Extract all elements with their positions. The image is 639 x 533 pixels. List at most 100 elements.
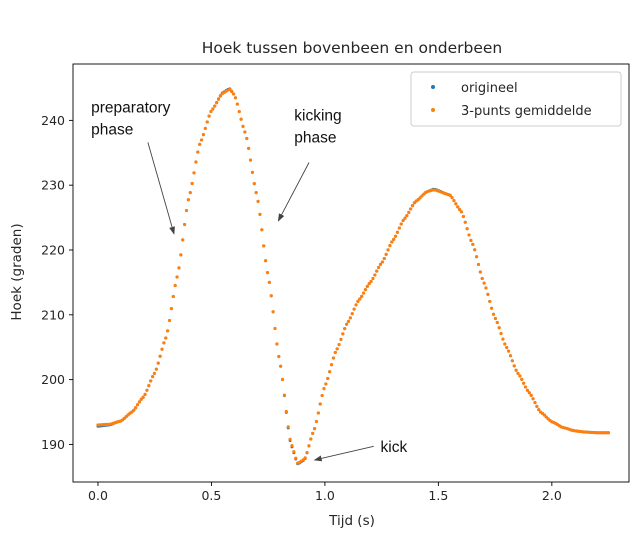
data-point bbox=[397, 226, 401, 230]
annotation-kicking: kicking phase bbox=[277, 107, 342, 222]
data-point bbox=[271, 310, 275, 314]
data-point bbox=[288, 437, 292, 441]
annotation-text: phase bbox=[294, 129, 336, 146]
data-point bbox=[230, 90, 234, 94]
data-point bbox=[267, 280, 271, 284]
data-point bbox=[190, 181, 194, 186]
data-point bbox=[286, 425, 290, 429]
data-point bbox=[495, 320, 499, 325]
data-point bbox=[522, 381, 526, 385]
data-point bbox=[179, 253, 183, 257]
data-point bbox=[345, 322, 349, 326]
data-point bbox=[354, 303, 358, 307]
data-point bbox=[346, 319, 351, 323]
data-point bbox=[467, 233, 471, 237]
y-axis-label: Hoek (graden) bbox=[9, 223, 25, 320]
data-point bbox=[506, 349, 511, 353]
data-point bbox=[203, 126, 207, 130]
data-point bbox=[505, 345, 509, 350]
data-point bbox=[395, 230, 400, 234]
data-point bbox=[218, 94, 222, 98]
data-point bbox=[173, 283, 177, 288]
data-points bbox=[96, 87, 611, 466]
data-point bbox=[361, 291, 366, 295]
data-point bbox=[239, 117, 243, 121]
data-point bbox=[256, 199, 260, 203]
data-point bbox=[375, 269, 379, 273]
data-point bbox=[311, 431, 315, 435]
data-point bbox=[390, 240, 394, 244]
data-point bbox=[275, 342, 279, 346]
data-point bbox=[169, 307, 174, 311]
data-point bbox=[474, 255, 479, 259]
data-point bbox=[252, 182, 256, 186]
data-point bbox=[205, 120, 209, 124]
annotation-arrow bbox=[277, 162, 310, 222]
data-point bbox=[529, 393, 533, 397]
data-point bbox=[262, 244, 266, 248]
data-point bbox=[478, 270, 482, 274]
data-point bbox=[137, 400, 141, 404]
annotation-text: kick bbox=[381, 439, 408, 456]
data-point bbox=[265, 271, 270, 275]
data-point bbox=[162, 341, 166, 345]
data-point bbox=[531, 397, 535, 401]
data-point bbox=[384, 252, 388, 256]
data-point bbox=[316, 411, 320, 415]
y-tick-label: 190 bbox=[41, 437, 65, 452]
data-point bbox=[454, 202, 458, 206]
data-point bbox=[523, 385, 528, 389]
plot-frame bbox=[72, 63, 630, 483]
data-point bbox=[493, 316, 497, 321]
data-point bbox=[248, 158, 253, 162]
annotation-kick: kick bbox=[313, 439, 408, 462]
data-point bbox=[520, 377, 524, 381]
data-point bbox=[258, 212, 262, 216]
data-point bbox=[337, 342, 341, 347]
data-point bbox=[450, 196, 454, 200]
data-point bbox=[309, 437, 313, 441]
data-point bbox=[260, 228, 264, 232]
data-point bbox=[380, 260, 384, 264]
data-point bbox=[403, 216, 407, 220]
data-point bbox=[360, 294, 364, 298]
data-point bbox=[533, 400, 537, 405]
data-point bbox=[269, 294, 273, 298]
data-point bbox=[292, 450, 296, 454]
legend-label-3-punts-gemiddelde: 3-punts gemiddelde bbox=[461, 104, 592, 119]
data-point bbox=[307, 444, 311, 448]
data-point bbox=[373, 273, 377, 277]
data-point bbox=[473, 248, 477, 252]
data-point bbox=[213, 104, 217, 108]
data-point bbox=[175, 275, 179, 279]
data-point bbox=[503, 342, 507, 346]
data-point bbox=[339, 337, 343, 341]
series-3-punts-gemiddelde bbox=[96, 87, 611, 465]
data-point bbox=[282, 393, 287, 397]
data-point bbox=[216, 97, 221, 101]
legend-box bbox=[410, 71, 622, 127]
data-point bbox=[152, 371, 157, 376]
data-point bbox=[518, 374, 522, 378]
x-tick-label: 2.0 bbox=[542, 488, 562, 503]
axis-ticks: 0.0 0.5 1.0 1.5 2.0 190 200 210 220 230 240 bbox=[41, 113, 562, 503]
data-point bbox=[139, 397, 143, 401]
annotation-preparatory: preparatory phase bbox=[91, 100, 175, 235]
data-point bbox=[393, 234, 398, 238]
data-point bbox=[501, 337, 505, 341]
data-point bbox=[480, 276, 484, 281]
data-point bbox=[198, 142, 202, 146]
x-tick-label: 0.0 bbox=[88, 488, 108, 503]
data-point bbox=[264, 259, 268, 263]
series-origineel bbox=[96, 87, 610, 466]
x-tick-label: 1.5 bbox=[428, 488, 448, 503]
data-point bbox=[273, 326, 277, 331]
data-point bbox=[250, 170, 255, 174]
y-tick-label: 230 bbox=[41, 178, 65, 193]
data-point bbox=[247, 146, 251, 150]
data-point bbox=[192, 171, 196, 175]
data-point bbox=[280, 377, 285, 381]
data-point bbox=[228, 87, 232, 92]
data-point bbox=[488, 299, 492, 304]
